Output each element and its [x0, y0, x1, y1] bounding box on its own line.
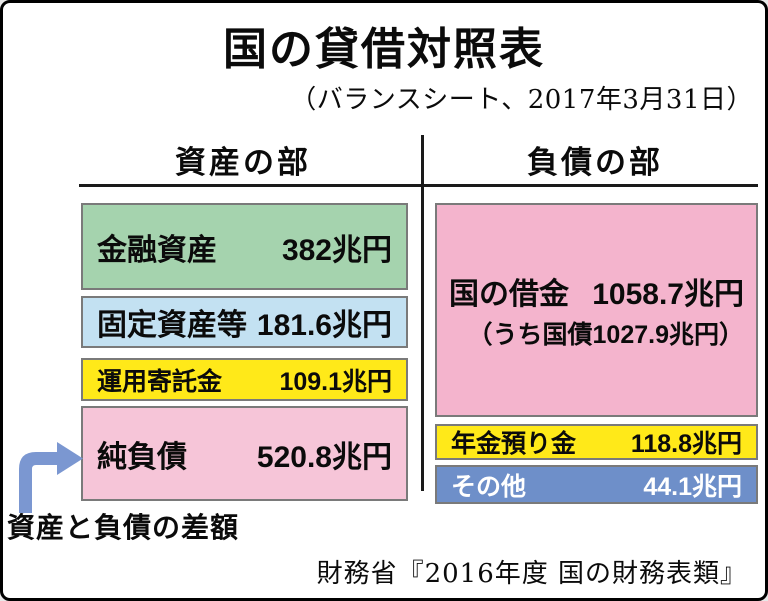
- liability-label: 年金預り金: [451, 430, 577, 458]
- asset-label: 運用寄託金: [97, 367, 223, 396]
- column-divider-line: [421, 135, 424, 491]
- asset-value: 520.8兆円: [256, 440, 392, 474]
- page-subtitle: （バランスシート、2017年3月31日）: [290, 85, 753, 115]
- liability-value: 118.8兆円: [630, 430, 742, 458]
- asset-box-net-liabilities: 純負債 520.8兆円: [81, 406, 408, 501]
- liability-box-pension-deposits: 年金預り金 118.8兆円: [435, 424, 758, 460]
- asset-value: 109.1兆円: [279, 367, 392, 396]
- asset-label: 純負債: [97, 440, 187, 474]
- elbow-arrow-icon: [19, 442, 83, 513]
- page-title: 国の貸借対照表: [223, 24, 545, 75]
- liability-value: 1058.7兆円: [592, 278, 744, 311]
- asset-label: 固定資産等: [97, 309, 247, 342]
- assets-column-header: 資産の部: [175, 145, 311, 180]
- asset-box-financial-assets: 金融資産 382兆円: [81, 203, 408, 290]
- asset-box-pension-deposit: 運用寄託金 109.1兆円: [81, 358, 408, 401]
- asset-value: 181.6兆円: [256, 309, 392, 342]
- source-citation: 財務省『2016年度 国の財務表類』: [316, 559, 747, 589]
- asset-value: 382兆円: [281, 233, 392, 267]
- liability-box-other: その他 44.1兆円: [435, 465, 758, 504]
- liability-label: その他: [451, 472, 527, 501]
- header-divider-line: [79, 184, 758, 187]
- asset-box-fixed-assets: 固定資産等 181.6兆円: [81, 296, 408, 348]
- liability-value: 44.1兆円: [643, 472, 742, 501]
- liability-note: （うち国債1027.9兆円）: [467, 321, 744, 349]
- annotation-label: 資産と負債の差額: [7, 512, 240, 543]
- liability-label: 国の借金: [449, 278, 569, 311]
- liability-box-national-debt: 国の借金 1058.7兆円 （うち国債1027.9兆円）: [435, 203, 758, 417]
- liabilities-column-header: 負債の部: [527, 145, 663, 180]
- asset-label: 金融資産: [97, 233, 217, 267]
